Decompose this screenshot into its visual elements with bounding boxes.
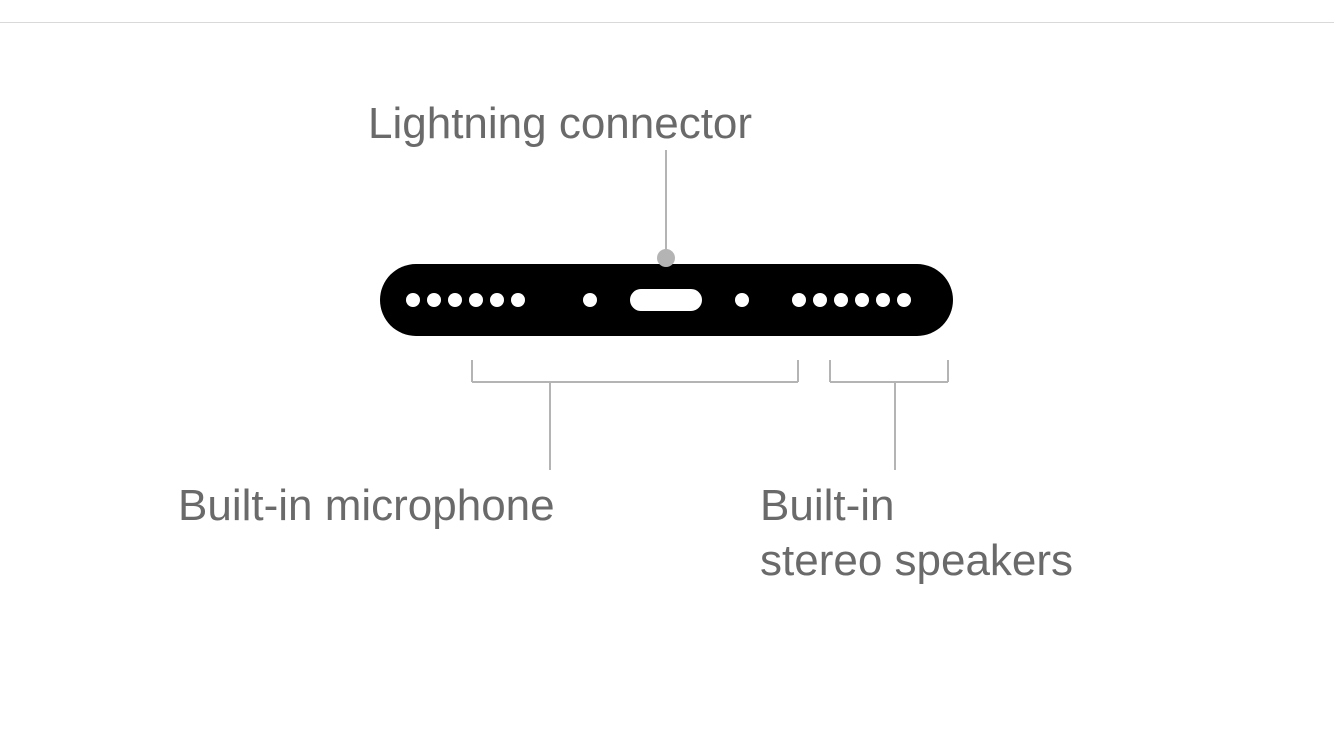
callout-dot-icon	[657, 249, 675, 267]
speaker-hole-icon	[511, 293, 525, 307]
page-divider	[0, 22, 1334, 23]
speaker-hole-icon	[855, 293, 869, 307]
speaker-hole-icon	[876, 293, 890, 307]
label-built-in-microphone: Built-in microphone	[178, 478, 555, 533]
speaker-hole-icon	[583, 293, 597, 307]
speaker-hole-icon	[897, 293, 911, 307]
label-built-in-stereo-speakers: Built-in stereo speakers	[760, 478, 1073, 588]
speaker-hole-icon	[792, 293, 806, 307]
speaker-hole-icon	[448, 293, 462, 307]
label-lightning-connector: Lightning connector	[368, 96, 752, 151]
speaker-hole-icon	[490, 293, 504, 307]
speaker-hole-icon	[813, 293, 827, 307]
device-bottom-edge	[380, 264, 953, 336]
speaker-hole-icon	[469, 293, 483, 307]
speaker-hole-icon	[427, 293, 441, 307]
speaker-hole-icon	[735, 293, 749, 307]
speaker-hole-icon	[834, 293, 848, 307]
speaker-hole-icon	[406, 293, 420, 307]
lightning-port-icon	[628, 287, 704, 313]
